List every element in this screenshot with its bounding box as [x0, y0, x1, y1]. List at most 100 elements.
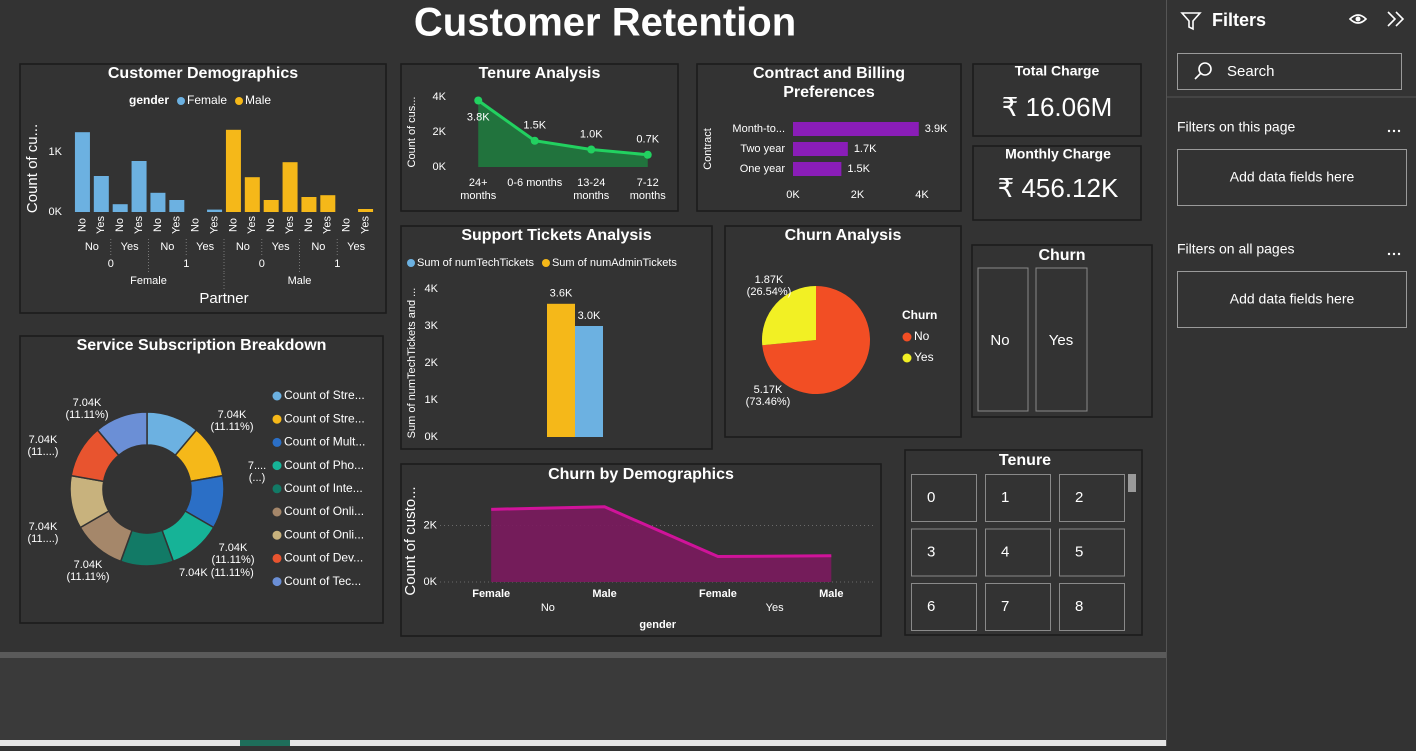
card-title: Monthly Charge	[1005, 146, 1111, 162]
slicer-option[interactable]	[1059, 583, 1125, 631]
slicer-option-label: 6	[927, 598, 935, 615]
more-options[interactable]	[1387, 129, 1401, 133]
bar	[93, 176, 109, 212]
slicer-option[interactable]	[1035, 267, 1088, 412]
panel	[972, 63, 1142, 137]
group-label: Male	[288, 275, 312, 287]
y-tick-label: 1K	[49, 146, 63, 158]
search-box[interactable]	[1177, 53, 1402, 90]
slicer-option-label: 3	[927, 543, 935, 560]
dot	[1397, 129, 1401, 133]
data-label: 7.04K	[219, 542, 248, 554]
slicer-option[interactable]	[1059, 528, 1125, 577]
more-options[interactable]	[1387, 252, 1401, 256]
y-axis-label: Sum of numTechTickets and ...	[406, 288, 418, 439]
legend-label: Count of Tec...	[284, 574, 361, 588]
data-label: 3.6K	[550, 288, 573, 300]
legend-marker	[272, 437, 282, 447]
group-label: Yes	[196, 241, 214, 253]
legend-title: gender	[129, 93, 169, 107]
bar	[169, 200, 185, 212]
dot	[1392, 129, 1396, 133]
legend-marker	[272, 553, 282, 563]
data-label: 1.7K	[854, 143, 877, 155]
x-tick-label: No	[152, 218, 164, 232]
bar	[320, 195, 336, 212]
slicer-option[interactable]	[977, 267, 1029, 412]
bar	[263, 200, 279, 212]
legend-label: Count of Onli...	[284, 504, 364, 518]
eye-outline	[1348, 14, 1368, 24]
y-axis-label: Count of cus...	[406, 97, 418, 168]
y-tick-label: 1K	[425, 394, 439, 406]
slicer-option[interactable]	[985, 583, 1051, 631]
group-label: Yes	[347, 241, 365, 253]
y-axis-label: Contract	[702, 128, 714, 170]
slicer-option-label: No	[990, 332, 1009, 349]
legend-label: Yes	[914, 350, 934, 364]
panel	[971, 244, 1153, 418]
panel	[19, 335, 384, 624]
area	[478, 100, 648, 167]
data-label: 3.0K	[578, 310, 601, 322]
group-label: Yes	[766, 602, 784, 614]
slicer-option[interactable]	[985, 528, 1051, 577]
chart-title: Customer Demographics	[108, 65, 298, 82]
chart-title: Churn by Demographics	[548, 466, 734, 483]
data-label: 5.17K	[754, 384, 783, 396]
legend-marker	[272, 577, 282, 587]
drop-zone-label: Add data fields here	[1230, 169, 1355, 185]
y-tick-label: 2K	[425, 357, 439, 369]
data-label: (11.11%)	[211, 567, 254, 579]
slicer-option[interactable]	[911, 474, 977, 522]
drop-zone[interactable]	[1177, 149, 1407, 206]
bar	[150, 192, 166, 212]
slicer-option[interactable]	[985, 474, 1051, 522]
drop-zone[interactable]	[1177, 271, 1407, 328]
bar	[793, 162, 842, 176]
eye-icon[interactable]	[1348, 14, 1368, 24]
legend-marker	[235, 97, 244, 105]
active-tab[interactable]	[240, 740, 290, 746]
line	[477, 99, 648, 157]
x-tick-label: 0K	[786, 189, 800, 201]
data-label: 1.5K	[847, 163, 870, 175]
marker	[530, 136, 539, 145]
data-label: 1.5K	[523, 120, 546, 132]
panel	[400, 63, 679, 212]
scrollbar[interactable]	[1128, 474, 1136, 492]
group-label: 0	[259, 258, 265, 270]
dot	[1397, 252, 1401, 256]
slicer-option-label: 0	[927, 489, 935, 506]
x-tick-label: Male	[592, 588, 616, 600]
slicer-option-label: 1	[1001, 489, 1009, 506]
slicer-option-label: 7	[1001, 598, 1009, 615]
slice	[96, 411, 148, 457]
x-tick-label: Female	[699, 588, 737, 600]
collapse-icon[interactable]	[1387, 11, 1405, 27]
page-edge	[0, 652, 1166, 658]
legend-label: Count of Mult...	[284, 435, 365, 449]
data-label: 7.04K	[74, 559, 103, 571]
slice	[762, 286, 870, 394]
search-placeholder: Search	[1227, 63, 1275, 80]
x-axis-label: gender	[639, 619, 676, 631]
x-tick-label: No	[265, 218, 277, 232]
group-label: No	[541, 602, 555, 614]
bar	[358, 209, 374, 212]
slicer-option[interactable]	[911, 528, 977, 577]
eye-pupil	[1355, 16, 1361, 22]
x-tick-label: Female	[472, 588, 510, 600]
legend-label: No	[914, 329, 930, 343]
chart-title: Service Subscription Breakdown	[77, 337, 327, 354]
chart-title: Support Tickets Analysis	[461, 227, 651, 244]
slicer-option[interactable]	[911, 583, 977, 631]
x-tick-label-box: 0-6 months	[507, 177, 562, 189]
area	[491, 506, 832, 582]
group-label: Yes	[272, 241, 290, 253]
slicer-option[interactable]	[1059, 474, 1125, 522]
data-label: (11.11%)	[210, 421, 253, 433]
data-label: (11....)	[28, 446, 59, 458]
group-label: 1	[334, 258, 340, 270]
group-label: 0	[108, 258, 114, 270]
